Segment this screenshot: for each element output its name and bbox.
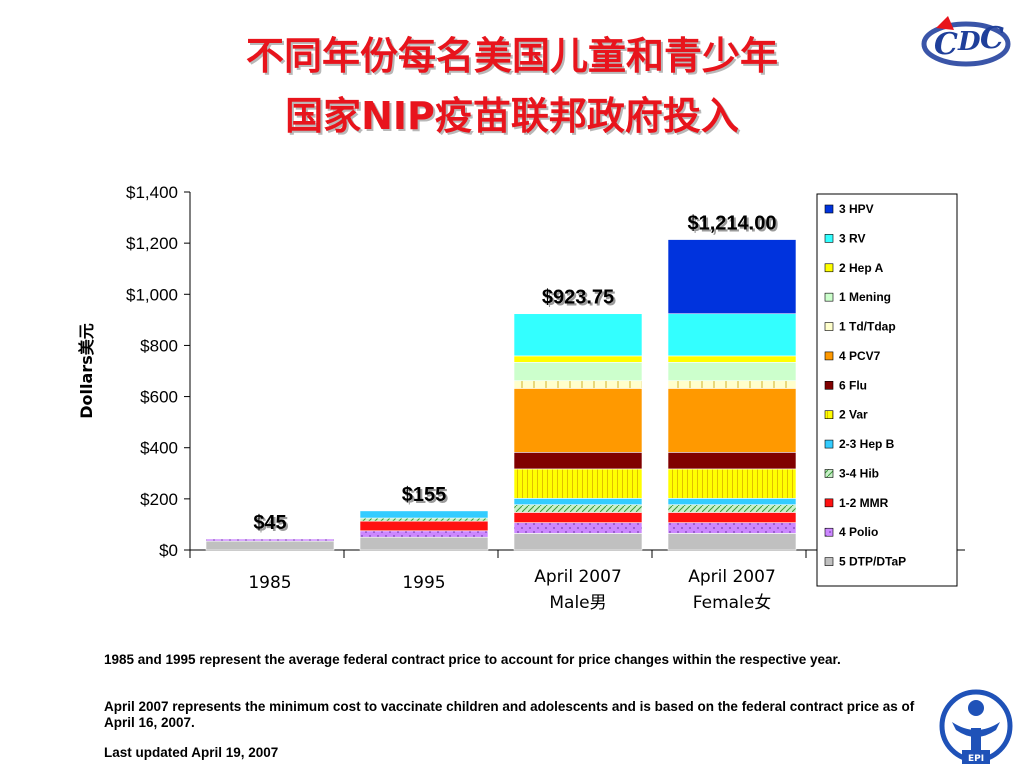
legend-label: 2 Var (839, 408, 868, 422)
bar-segment-2-hep-a (513, 355, 643, 363)
y-tick-label: $1,400 (126, 183, 178, 202)
page-title: 不同年份每名美国儿童和青少年 (245, 34, 778, 78)
y-tick-label: $200 (140, 490, 178, 509)
bar-segment-4-polio (205, 538, 335, 542)
y-tick-label: $400 (140, 439, 178, 458)
legend-swatch (824, 527, 834, 537)
stacked-bar-chart: $0 $200 $400 $600 $800 $1,000 $1,200 $1,400 Doll… (77, 183, 965, 613)
y-tick-label: $800 (140, 336, 178, 355)
legend-label: 6 Flu (839, 378, 867, 392)
legend-swatch (824, 351, 834, 361)
bar-segment-2-3-hep-b (359, 510, 489, 519)
legend-label: 2-3 Hep B (839, 437, 895, 451)
legend-swatch (824, 381, 834, 390)
total-label: $155 (402, 484, 447, 506)
legend-swatch (824, 263, 834, 273)
legend-swatch (824, 498, 834, 508)
bar-segment-2-var (513, 468, 643, 499)
x-tick-label: Male男 (549, 593, 606, 613)
total-label: $45 (253, 512, 286, 534)
bar-segment-6-flu (667, 452, 797, 470)
y-tick-label: $1,200 (126, 234, 178, 253)
bar-segment-5-dtp-dtap (513, 533, 643, 551)
y-tick-label: $1,000 (126, 285, 178, 304)
bar-segment-2-3-hep-b (513, 498, 643, 506)
bar-segment-1-2-mmr (359, 520, 489, 532)
bar-segment-1-mening (667, 362, 797, 382)
bar-segment-1-2-mmr (667, 512, 797, 523)
legend-label: 2 Hep A (839, 261, 884, 275)
legend-label: 5 DTP/DTaP (839, 555, 906, 569)
legend-swatch (824, 410, 834, 419)
legend-label: 3-4 Hib (839, 466, 879, 480)
epi-logo: EPI (939, 689, 1013, 764)
legend-label: 1-2 MMR (839, 496, 889, 510)
bar-segment-6-flu (513, 452, 643, 470)
legend-swatch (824, 292, 834, 302)
x-tick-label: April 2007 (688, 567, 776, 587)
legend-label: 4 Polio (839, 525, 878, 539)
legend-box (816, 193, 958, 587)
legend-swatch (824, 322, 834, 331)
bar-segment-5-dtp-dtap (667, 533, 797, 551)
bar-segment-4-polio (513, 522, 643, 534)
legend-label: 1 Mening (839, 290, 891, 304)
bar-segment-4-pcv7 (513, 388, 643, 453)
x-tick-label: April 2007 (534, 567, 622, 587)
bar-segment-3-hpv (667, 239, 797, 315)
x-tick-label: Female女 (693, 593, 771, 613)
bar-segment-3-rv (667, 313, 797, 357)
bar-segment-1-2-mmr (513, 512, 643, 523)
legend-label: 4 PCV7 (839, 349, 881, 363)
bar-segment-2-var (667, 468, 797, 499)
legend-label: 3 RV (839, 231, 865, 245)
bar-segment-1-td-tdap (667, 380, 797, 389)
footnote-2: April 2007 represents the minimum cost t… (104, 699, 915, 730)
bar-segment-5-dtp-dtap (205, 540, 335, 551)
bar-segment-3-4-hib (513, 504, 643, 513)
legend-swatch (824, 439, 834, 449)
last-updated-note: Last updated April 19, 2007 (104, 745, 279, 760)
svg-text:C: C (934, 27, 958, 62)
legend-label: 3 HPV (839, 202, 874, 216)
legend-swatch (824, 469, 834, 478)
y-tick-label: $600 (140, 388, 178, 407)
bar-segment-4-polio (667, 522, 797, 534)
total-label-shadow: $155 (404, 486, 449, 508)
bar-segment-3-4-hib (667, 504, 797, 513)
bar-segment-1-mening (513, 362, 643, 382)
svg-text:C: C (980, 21, 1004, 56)
y-tick-label: $0 (159, 541, 178, 560)
svg-text:EPI: EPI (968, 754, 984, 764)
x-tick-label: 1985 (248, 573, 291, 593)
y-axis-label: Dollars美元 (77, 323, 96, 418)
bar-segment-3-rv (513, 313, 643, 357)
total-label-shadow: $923.75 (544, 289, 616, 311)
bar-segment-4-polio (359, 530, 489, 538)
bar-segment-5-dtp-dtap (359, 536, 489, 551)
bar-segment-3-4-hib (359, 517, 489, 522)
page-subtitle: 国家NIP疫苗联邦政府投入 (285, 94, 739, 138)
legend-swatch (824, 557, 834, 566)
legend-swatch (824, 204, 834, 214)
legend-swatch (824, 234, 834, 243)
total-label: $1,214.00 (688, 213, 777, 235)
bar-segment-4-pcv7 (667, 388, 797, 453)
footnote-1: 1985 and 1995 represent the average fede… (104, 652, 841, 667)
total-label-shadow: $1,214.00 (690, 215, 779, 237)
legend-label: 1 Td/Tdap (839, 320, 896, 334)
bar-segment-2-3-hep-b (667, 498, 797, 506)
x-tick-label: 1995 (402, 573, 445, 593)
bar-segment-2-hep-a (667, 355, 797, 363)
cdc-logo: C D C (921, 16, 1011, 67)
total-label: $923.75 (542, 287, 614, 309)
total-label-shadow: $45 (255, 514, 288, 536)
bar-segment-1-td-tdap (513, 380, 643, 389)
svg-text:D: D (957, 27, 981, 57)
